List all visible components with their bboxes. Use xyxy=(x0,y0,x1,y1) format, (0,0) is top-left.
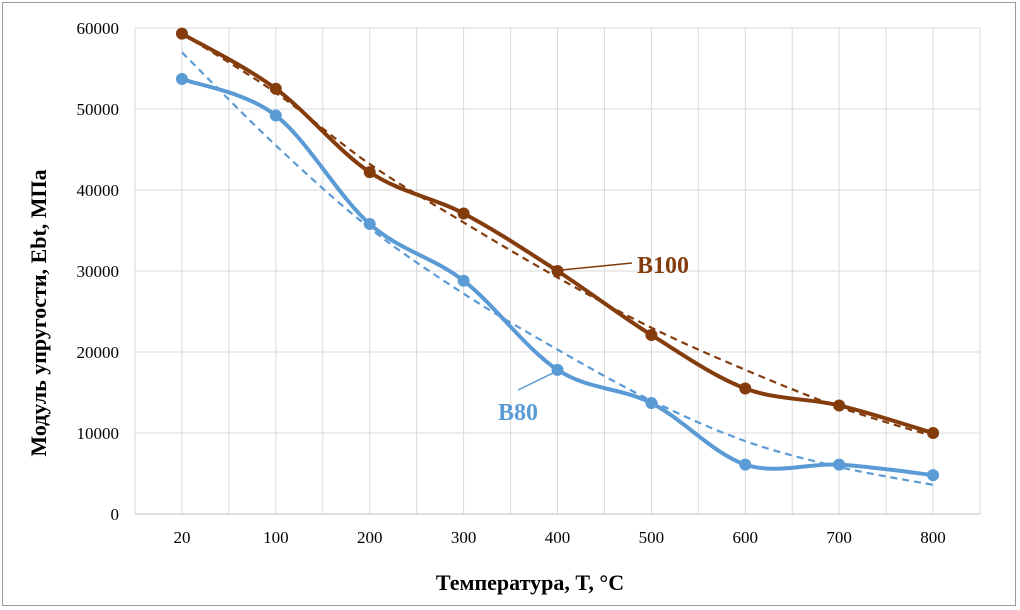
y-tick-label: 0 xyxy=(111,505,120,524)
series-1-point xyxy=(551,265,564,277)
series-2-point xyxy=(739,458,752,471)
series-1-point xyxy=(269,82,282,95)
y-axis-title: Модуль упругости, Ebt, МПа xyxy=(26,169,51,456)
series-1-point xyxy=(363,166,376,179)
y-tick-label: 30000 xyxy=(77,262,120,281)
series-points xyxy=(175,27,940,482)
series-2-point xyxy=(551,363,564,376)
series-2-trendline xyxy=(181,51,934,486)
x-tick-labels: 20 100 200 300 400 500 600 700 800 xyxy=(173,528,945,547)
series-1-point xyxy=(739,382,752,395)
series-1-label: В100 xyxy=(637,253,689,279)
series-1-point xyxy=(927,427,940,439)
x-tick-label: 600 xyxy=(733,528,759,547)
y-tick-label: 50000 xyxy=(77,100,120,119)
x-tick-label: 400 xyxy=(545,528,571,547)
x-axis-title: Температура, T, °C xyxy=(436,570,624,595)
series-1-leader-line xyxy=(561,262,633,271)
series-1-point xyxy=(833,399,846,412)
series-1-point xyxy=(645,328,658,341)
x-tick-label: 200 xyxy=(357,528,383,547)
y-tick-label: 10000 xyxy=(77,424,120,443)
x-tick-label: 300 xyxy=(451,528,477,547)
series-2-leader-line xyxy=(517,372,554,391)
y-tick-label: 60000 xyxy=(77,19,120,38)
series-2-point xyxy=(645,397,658,410)
series-2-point xyxy=(269,109,282,122)
series-2-point xyxy=(927,469,940,482)
series-2-point xyxy=(175,73,188,86)
series-1-point xyxy=(175,27,188,40)
x-tick-label: 800 xyxy=(920,528,946,547)
series-2-label: В80 xyxy=(498,400,538,426)
y-tick-labels: 0 10000 20000 30000 40000 50000 60000 xyxy=(77,19,120,524)
y-tick-label: 40000 xyxy=(77,181,120,200)
series-2-point xyxy=(363,218,376,231)
x-tick-label: 100 xyxy=(263,528,289,547)
series-2-line xyxy=(181,77,934,478)
series-2-point xyxy=(833,458,846,471)
series-labels: В100 В80 xyxy=(498,253,689,426)
gridlines xyxy=(134,27,981,515)
series-2-point xyxy=(457,274,470,287)
x-tick-label: 500 xyxy=(639,528,665,547)
x-tick-label: 700 xyxy=(826,528,852,547)
x-tick-label: 20 xyxy=(173,528,190,547)
y-tick-label: 20000 xyxy=(77,343,120,362)
series-1-point xyxy=(457,207,470,220)
